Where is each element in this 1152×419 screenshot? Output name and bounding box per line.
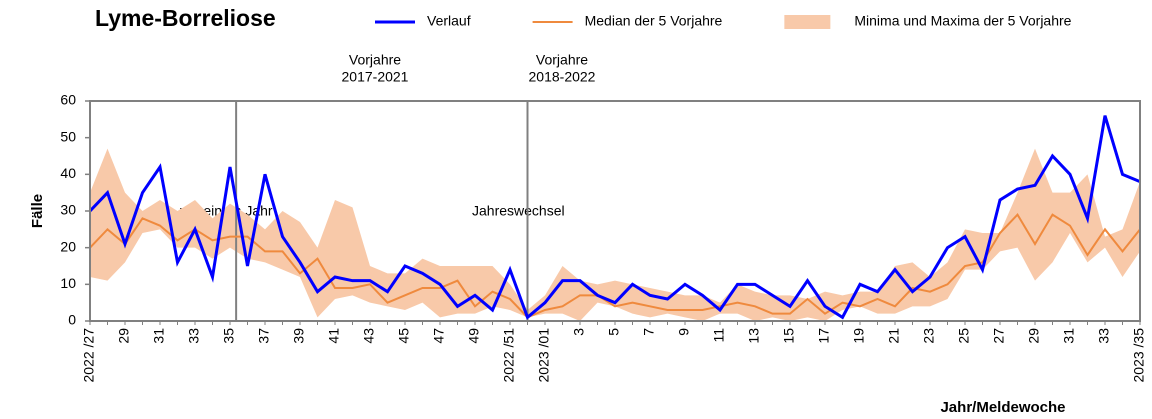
x-tick-label: 11 [711, 328, 727, 343]
x-tick-label: 29 [116, 328, 132, 344]
x-tick-label: 25 [956, 328, 972, 344]
chart-title: Lyme-Borreliose [95, 5, 276, 31]
x-tick-label: 49 [466, 328, 482, 344]
x-tick-label: 2022 /27 [81, 328, 97, 383]
y-tick-label: 30 [60, 202, 76, 218]
y-tick-label: 0 [68, 312, 76, 328]
legend-swatch [784, 15, 831, 29]
x-tick-label: 37 [256, 328, 272, 344]
x-tick-label: 19 [851, 328, 867, 344]
x-tick-label: 3 [571, 328, 587, 336]
x-tick-label: 17 [816, 328, 832, 344]
x-tick-label: 33 [186, 328, 202, 344]
x-axis-title: Jahr/Meldewoche [940, 399, 1065, 416]
x-tick-label: 33 [1096, 328, 1112, 344]
x-tick-label: 7 [641, 328, 657, 336]
x-tick-label: 9 [676, 328, 692, 336]
x-tick-label: 21 [886, 328, 902, 344]
x-tick-label: 31 [151, 328, 167, 344]
x-tick-label: 41 [326, 328, 342, 344]
annotation: Vorjahre [536, 52, 588, 68]
legend-label: Minima und Maxima der 5 Vorjahre [854, 13, 1071, 29]
legend-label: Verlauf [427, 13, 471, 29]
y-tick-label: 20 [60, 238, 76, 254]
annotation: 2017-2021 [342, 69, 409, 85]
x-tick-label: 43 [361, 328, 377, 344]
y-tick-label: 40 [60, 165, 76, 181]
y-tick-label: 50 [60, 128, 76, 144]
x-tick-label: 47 [431, 328, 447, 344]
y-tick-label: 60 [60, 92, 76, 108]
annotation: Vorjahre [349, 52, 401, 68]
y-tick-label: 10 [60, 275, 76, 291]
x-tick-label: 2023 /35 [1131, 328, 1147, 383]
y-axis-title: Fälle [29, 194, 46, 228]
legend-label: Median der 5 Vorjahre [585, 13, 723, 29]
x-tick-label: 2022 /51 [501, 328, 517, 383]
x-tick-label: 2023 /01 [536, 328, 552, 383]
x-tick-label: 39 [291, 328, 307, 344]
x-tick-label: 29 [1026, 328, 1042, 344]
x-tick-label: 27 [991, 328, 1007, 344]
x-tick-label: 45 [396, 328, 412, 344]
annotation: Jahreswechsel [472, 203, 565, 219]
annotation: 2018-2022 [529, 69, 596, 85]
series-line [89, 213, 1141, 319]
x-tick-label: 5 [606, 328, 622, 336]
series-line [88, 115, 1141, 320]
min-max-band [90, 148, 1140, 321]
x-tick-label: 23 [921, 328, 937, 344]
x-tick-label: 13 [746, 328, 762, 344]
x-tick-label: 31 [1061, 328, 1077, 344]
x-tick-label: 35 [221, 328, 237, 344]
x-tick-label: 15 [781, 328, 797, 344]
